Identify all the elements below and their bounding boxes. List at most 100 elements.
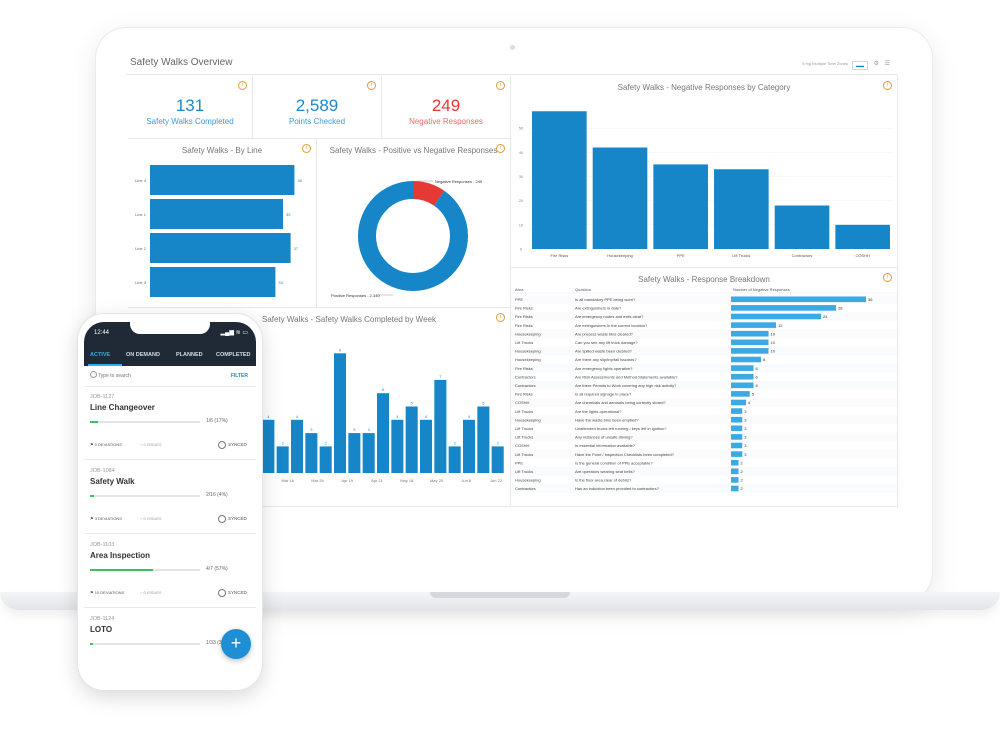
column-header: Number of Negative Responses: [733, 287, 790, 292]
tick-label: 10: [519, 222, 524, 227]
kpi-points-checked: 2,589 Points Checked i: [253, 76, 382, 139]
tab-planned[interactable]: PLANNED: [176, 352, 203, 358]
data-label: 3: [744, 409, 747, 414]
job-card[interactable]: JOB-1127 Line Changeover 1/6 (17%) ⚑ 0 D…: [84, 386, 256, 460]
panel-by-line: Safety Walks - By Line i Line 4 38 Line 1 3…: [128, 139, 317, 308]
data-label: 8: [763, 357, 766, 362]
job-count: 4/7 (57%): [206, 566, 228, 572]
bar: [362, 433, 375, 473]
job-count: 1/33 (3%): [206, 640, 228, 646]
sync-icon: [218, 441, 226, 449]
alert-icon: ○: [140, 590, 144, 595]
bar: [731, 382, 754, 389]
bar: [731, 296, 866, 303]
table-cell: Unattended trucks left running / keys le…: [575, 426, 667, 431]
data-label: 3: [744, 435, 747, 440]
bar: [653, 164, 708, 249]
table-cell: Fire Risks: [515, 306, 533, 311]
table-cell: Are emergency routes and exits clear?: [575, 314, 644, 319]
job-progress-bar: [90, 569, 200, 571]
tab-completed[interactable]: COMPLETED: [216, 352, 251, 358]
job-card[interactable]: JOB-1103 Area Inspection 4/7 (57%) ⚑ 10 …: [84, 534, 256, 608]
tab-on-demand[interactable]: ON DEMAND: [126, 352, 160, 358]
kpi-walks-completed: 131 Safety Walks Completed i: [128, 76, 253, 139]
job-name: LOTO: [90, 625, 113, 634]
flag-icon: ⚑: [90, 516, 95, 521]
tick-label: Line 3: [135, 280, 147, 285]
settings-icon[interactable]: ⚙ ☰: [873, 61, 892, 67]
job-issues: ○ 0 ISSUES: [140, 590, 162, 595]
table-cell: Are chemicals and aerosols being correct…: [575, 400, 666, 405]
table-cell: PPE: [515, 297, 523, 302]
filter-button[interactable]: FILTER: [230, 373, 248, 379]
bar: [319, 446, 332, 473]
bar: [731, 322, 776, 328]
panel-title: Safety Walks - Response Breakdown: [638, 275, 770, 284]
info-icon[interactable]: i: [302, 144, 311, 153]
job-name: Safety Walk: [90, 477, 135, 486]
info-icon[interactable]: i: [496, 144, 505, 153]
table-row: [511, 415, 897, 424]
sync-icon: [218, 515, 226, 523]
timezone-selector[interactable]: 5 mg Multiple Time Zones: [802, 61, 848, 66]
job-card[interactable]: JOB-1124 LOTO 1/33 (3%): [84, 608, 256, 681]
slice-label: Positive Responses - 2,340: [331, 293, 380, 298]
job-progress-fill: [90, 495, 95, 497]
table-cell: Housekeeping: [515, 417, 541, 422]
table-cell: Is essential information available?: [575, 443, 636, 448]
data-label: 3: [744, 443, 747, 448]
data-label: 4: [396, 414, 399, 419]
tick-label: 0: [520, 247, 523, 252]
table-cell: Can you see any lift truck damage?: [575, 340, 638, 345]
panel-title: Safety Walks - Negative Responses by Cat…: [617, 83, 791, 92]
data-label: 37: [294, 246, 299, 251]
data-label: 3: [353, 427, 356, 432]
job-issues: ○ 0 ISSUES: [140, 442, 162, 447]
table-row: [511, 295, 897, 304]
tick-label: Mar 26: [311, 478, 324, 483]
table-row: [511, 363, 897, 373]
data-label: 2: [282, 440, 285, 445]
bar: [731, 365, 754, 371]
bar: [477, 406, 490, 473]
kpi-value: 131: [175, 96, 205, 115]
bar: [420, 419, 433, 473]
table-cell: Have the Point / Inspection Checklists b…: [575, 452, 675, 457]
active-tab-indicator: [88, 364, 122, 366]
data-label: 4: [425, 414, 428, 419]
job-id: JOB-1103: [90, 542, 115, 548]
bar: [491, 446, 504, 473]
bar: [150, 267, 276, 297]
data-label: 3: [744, 426, 747, 431]
info-icon[interactable]: i: [238, 81, 247, 90]
sync-icon: [218, 589, 226, 597]
info-icon[interactable]: i: [496, 81, 505, 90]
table-cell: Housekeeping: [515, 357, 541, 362]
job-card[interactable]: JOB-1084 Safety Walk 2/16 (4%) ⚑ 3 DEVIA…: [84, 460, 256, 534]
info-icon[interactable]: i: [883, 81, 892, 90]
table-row: [511, 312, 897, 321]
data-label: 33: [278, 280, 283, 285]
table-cell: Lift Trucks: [515, 340, 533, 345]
data-label: 2: [741, 460, 744, 465]
add-job-button[interactable]: +: [221, 629, 251, 659]
bar: [291, 419, 304, 473]
info-icon[interactable]: i: [883, 273, 892, 282]
job-count: 1/6 (17%): [206, 418, 228, 424]
mobile-tabs: ACTIVE ON DEMAND PLANNED COMPLETED: [84, 344, 256, 366]
flag-icon: ⚑: [90, 590, 95, 595]
tab-active[interactable]: ACTIVE: [90, 352, 111, 358]
bar: [731, 330, 769, 337]
info-icon[interactable]: i: [496, 313, 505, 322]
toggle-button[interactable]: ▬▬: [852, 61, 868, 70]
bar: [348, 433, 361, 473]
info-icon[interactable]: i: [367, 81, 376, 90]
table-cell: Fire Risks: [515, 392, 533, 397]
bar: [731, 348, 769, 354]
search-input[interactable]: [98, 370, 208, 382]
data-label: 10: [771, 340, 776, 345]
dashboard-topbar: Safety Walks Overview 5 mg Multiple Time…: [126, 58, 898, 75]
data-label: 4: [267, 414, 270, 419]
tick-label: May 18: [400, 478, 414, 483]
bar: [731, 408, 743, 414]
